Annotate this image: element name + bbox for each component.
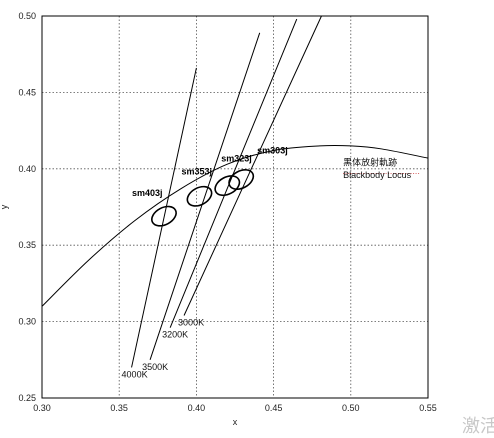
cct-label: 3000K xyxy=(178,317,204,327)
macadam-ellipse xyxy=(186,185,213,207)
macadam-ellipse xyxy=(151,205,177,227)
grid xyxy=(42,16,428,398)
series-label: sm353j xyxy=(181,166,212,176)
blackbody-label-en: Blackbody Locus xyxy=(343,170,412,180)
x-tick-label: 0.35 xyxy=(110,403,128,413)
tick-labels: 0.30 0.35 0.40 0.45 0.50 0.550.250.300.350.40… xyxy=(18,11,436,413)
blackbody-locus-layer xyxy=(41,144,429,307)
y-tick-label: 0.40 xyxy=(18,164,36,174)
y-tick-label: 0.35 xyxy=(18,240,36,250)
x-tick-label: 0.50 xyxy=(342,403,360,413)
plot-frame xyxy=(41,15,429,399)
cct-label: 4000K xyxy=(122,369,148,379)
watermark-text: 激活 xyxy=(462,416,494,437)
cct-line xyxy=(169,18,298,328)
y-tick-label: 0.45 xyxy=(18,87,36,97)
y-tick-label: 0.30 xyxy=(18,317,36,327)
y-tick-label: 0.25 xyxy=(18,393,36,403)
ellipse-layer: sm403j sm353j sm323j sm303j xyxy=(132,145,288,227)
cct-label: 3200K xyxy=(162,330,188,340)
macadam-ellipse xyxy=(228,169,255,190)
y-tick-label: 0.50 xyxy=(18,11,36,21)
x-tick-label: 0.55 xyxy=(419,403,437,413)
cct-line xyxy=(131,67,197,368)
blackbody-label-cn: 黑体放射軌跡 xyxy=(343,157,397,168)
cct-line xyxy=(183,15,322,316)
cct-label: 3500K xyxy=(142,362,168,372)
x-tick-label: 0.45 xyxy=(265,403,283,413)
x-axis-label: x xyxy=(233,417,238,427)
series-label: sm303j xyxy=(257,145,288,155)
cct-line xyxy=(149,32,261,360)
macadam-ellipse xyxy=(214,175,241,197)
y-axis-label: y xyxy=(0,204,9,209)
x-tick-label: 0.30 xyxy=(33,403,51,413)
series-label: sm323j xyxy=(221,154,252,164)
blackbody-locus-curve xyxy=(41,144,429,307)
series-label: sm403j xyxy=(132,188,163,198)
x-tick-label: 0.40 xyxy=(188,403,206,413)
